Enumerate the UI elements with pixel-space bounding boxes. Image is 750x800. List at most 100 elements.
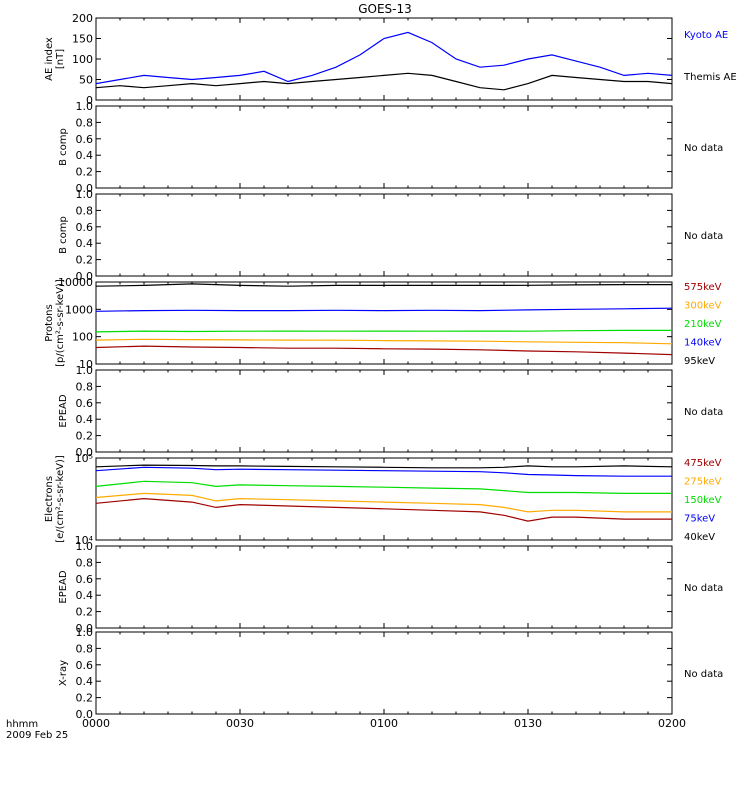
y-tick-label: 0.4 [76, 413, 94, 426]
x-tick-label: 0200 [658, 717, 686, 730]
y-tick-label: 0.8 [76, 380, 94, 393]
y-axis-label: B comp [58, 216, 69, 254]
legend-entry: Themis AE [683, 72, 737, 83]
panel-xray: 0.0 0.2 0.4 0.6 0.8 1.0 X-ray No data [58, 626, 723, 721]
y-tick-label: 50 [79, 74, 93, 87]
panel-ae: 0 50 100 150 200 AE index [nT] Kyoto AE Themis A… [44, 12, 737, 107]
y-tick-label: 1.0 [76, 626, 94, 639]
y-tick-label: 100 [72, 53, 93, 66]
y-axis-label: EPEAD [58, 570, 69, 604]
panel-bcomp1: 0.0 0.2 0.4 0.6 0.8 1.0 B comp No data [58, 100, 723, 195]
x-axis-label-date: 2009 Feb 25 [6, 730, 68, 741]
y-tick-label: 10⁵ [75, 452, 93, 465]
no-data-label: No data [684, 407, 723, 418]
panel-epead1: 0.0 0.2 0.4 0.6 0.8 1.0 EPEAD No data [58, 364, 723, 459]
no-data-label: No data [684, 583, 723, 594]
y-tick-label: 0.4 [76, 237, 94, 250]
legend-entry: 300keV [684, 301, 722, 312]
x-tick-label: 0000 [82, 717, 110, 730]
y-axis-label: [p/(cm²-s-sr-keV)] [55, 279, 66, 367]
y-tick-label: 0.2 [76, 254, 94, 267]
y-axis-label: B comp [58, 128, 69, 166]
panel-frame [95, 105, 673, 189]
y-tick-label: 0.4 [76, 675, 94, 688]
panel-protons: 10 100 1000 10000 Protons [p/(cm²-s-sr-keV)] 5… [44, 276, 722, 371]
series-line-kyoto-ae [95, 31, 673, 85]
y-tick-label: 1.0 [76, 540, 94, 553]
y-tick-label: 100 [72, 331, 93, 344]
y-tick-label: 1.0 [76, 188, 94, 201]
series-line-275kev [95, 492, 672, 513]
y-tick-label: 1.0 [76, 364, 94, 377]
panel-electrons: 10⁴ 10⁵ Electrons [e/(cm²-s-sr-keV)] 475keV 2… [44, 452, 722, 547]
legend-entry: 95keV [684, 356, 715, 367]
y-axis-label: [nT] [55, 49, 66, 69]
y-axis-label: [e/(cm²-s-sr-keV)] [55, 455, 66, 543]
y-axis-label: X-ray [58, 660, 69, 686]
y-axis-label: EPEAD [58, 394, 69, 428]
y-tick-label: 0.2 [76, 606, 94, 619]
y-tick-label: 0.0 [76, 622, 94, 635]
panels: 0 50 100 150 200 AE index [nT] Kyoto AE Themis A… [44, 12, 737, 721]
y-tick-label: 0.8 [76, 204, 94, 217]
figure-title: GOES-13 [358, 2, 412, 16]
series-line-300kev [95, 338, 673, 345]
x-tick-label: 0100 [370, 717, 398, 730]
panel-frame [95, 369, 673, 453]
series-line-95kev [95, 283, 672, 287]
y-tick-label: 150 [72, 33, 93, 46]
legend-entry: 475keV [684, 458, 722, 469]
y-tick-label: 0 [86, 94, 93, 107]
series-line-575kev [95, 345, 673, 356]
y-tick-label: 10⁴ [75, 534, 94, 547]
y-tick-label: 0.0 [76, 182, 94, 195]
y-tick-label: 1.0 [76, 100, 94, 113]
y-axis-label: AE index [44, 37, 55, 81]
y-tick-label: 200 [72, 12, 93, 25]
legend-entry: 75keV [684, 514, 715, 525]
y-tick-label: 1000 [65, 303, 93, 316]
x-axis-label-hhmm: hhmm [6, 719, 38, 730]
y-tick-label: 0.4 [76, 149, 94, 162]
y-tick-label: 0.8 [76, 116, 94, 129]
y-tick-label: 10 [79, 358, 93, 371]
y-tick-label: 0.6 [76, 133, 94, 146]
legend-entry: 140keV [684, 338, 722, 349]
y-tick-label: 0.4 [76, 589, 94, 602]
y-tick-label: 0.8 [76, 642, 94, 655]
y-tick-label: 10000 [58, 276, 93, 289]
legend-entry: 150keV [684, 495, 722, 506]
series-line-75kev [95, 466, 672, 477]
series-line-140kev [95, 307, 673, 312]
legend-entry: 210keV [684, 319, 722, 330]
no-data-label: No data [684, 143, 723, 154]
y-tick-label: 0.0 [76, 708, 94, 721]
no-data-label: No data [684, 669, 723, 680]
legend-entry: 275keV [684, 477, 722, 488]
y-tick-label: 0.2 [76, 166, 94, 179]
y-tick-label: 0.2 [76, 692, 94, 705]
y-tick-label: 0.0 [76, 446, 94, 459]
legend-entry: Kyoto AE [684, 30, 728, 41]
y-tick-label: 0.2 [76, 430, 94, 443]
y-tick-label: 0.6 [76, 573, 94, 586]
series-line-150kev [95, 480, 672, 494]
series-line-210kev [95, 329, 672, 333]
y-tick-label: 0.8 [76, 556, 94, 569]
y-tick-label: 0.0 [76, 270, 94, 283]
series-line-40kev [95, 464, 673, 469]
y-tick-label: 0.6 [76, 397, 94, 410]
panel-frame [95, 193, 673, 277]
y-axis-label: Protons [44, 304, 55, 341]
y-axis-label: Electrons [44, 476, 55, 522]
x-tick-label: 0030 [226, 717, 254, 730]
legend-entry: 575keV [684, 282, 722, 293]
x-axis: 0000 0030 0100 0130 0200 [82, 717, 686, 730]
legend-entry: 40keV [684, 532, 715, 543]
panel-frame [95, 545, 673, 629]
no-data-label: No data [684, 231, 723, 242]
panel-frame [95, 17, 673, 101]
panel-frame [95, 631, 673, 715]
x-tick-label: 0130 [514, 717, 542, 730]
